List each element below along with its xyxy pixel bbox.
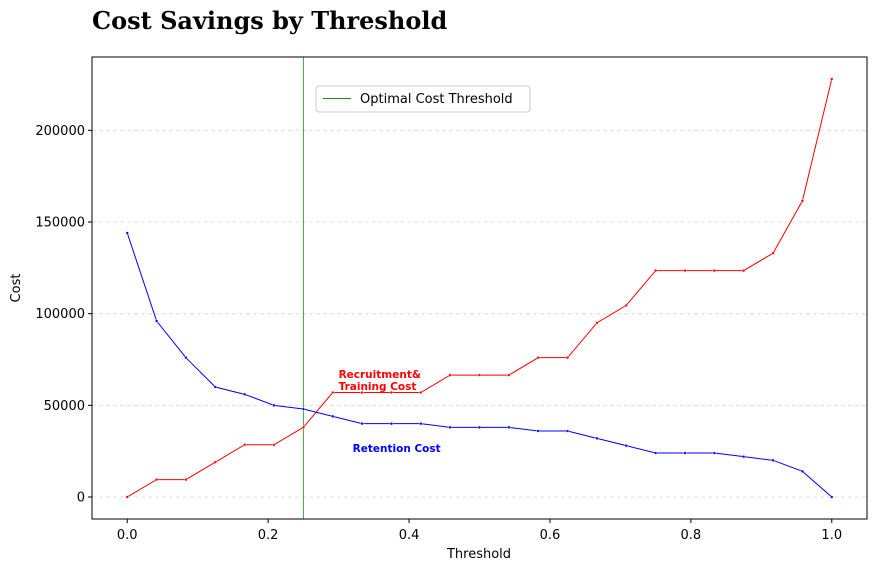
series-1-point	[477, 425, 482, 429]
series-1-point	[389, 422, 394, 426]
y-axis-ticks: 0 50000 100000 150000 200000	[35, 124, 92, 506]
line-annotations: Recruitment& Training Cost Retention Cost	[339, 369, 441, 455]
series-0-point	[771, 251, 775, 255]
series-1-point	[712, 451, 716, 455]
series-1-point	[595, 436, 599, 440]
series-0-point	[712, 268, 716, 273]
series-0-point	[125, 495, 129, 499]
series-lines	[125, 77, 834, 499]
series-0-point	[272, 443, 276, 447]
legend-label-optimal-threshold: Optimal Cost Threshold	[360, 92, 513, 107]
series-0-point	[595, 321, 599, 325]
legend: Optimal Cost Threshold	[315, 85, 531, 113]
series-0-point	[389, 390, 394, 395]
series-0-point	[301, 425, 305, 429]
series-0-point	[243, 443, 247, 447]
series-0-point	[654, 268, 658, 273]
series-1-point	[742, 455, 746, 459]
series-0-point	[360, 390, 364, 395]
x-tick-label: 0.8	[681, 528, 702, 543]
legend-box	[315, 85, 531, 113]
plot-frame	[91, 56, 868, 520]
series-1-point	[419, 422, 423, 426]
series-line-0	[126, 78, 833, 498]
series-0-point	[536, 356, 540, 360]
series-1-point	[536, 429, 540, 433]
series-line-1	[126, 232, 833, 498]
series-1-point	[624, 444, 628, 448]
annotation-line: Recruitment&	[339, 369, 421, 381]
series-0-point	[155, 477, 159, 482]
series-0-point	[624, 303, 628, 308]
series-1-point	[243, 392, 247, 396]
x-tick-label: 0.2	[258, 528, 279, 543]
x-axis-label: Threshold	[446, 547, 511, 562]
series-0-point	[507, 373, 511, 377]
series-1-point	[448, 425, 452, 429]
annotation-line: Retention Cost	[353, 443, 441, 455]
y-tick-label: 50000	[44, 399, 85, 414]
series-0-point	[331, 390, 335, 395]
annotation-line: Training Cost	[339, 381, 417, 393]
series-1-point	[360, 422, 364, 426]
series-0-point	[742, 268, 746, 273]
x-tick-label: 0.4	[399, 528, 420, 543]
series-1-point	[830, 495, 834, 499]
y-tick-label: 100000	[35, 307, 85, 322]
series-1-point	[771, 458, 775, 462]
series-0-point	[800, 199, 804, 203]
x-tick-label: 0.0	[117, 528, 138, 543]
series-1-point	[155, 319, 159, 323]
series-0-point	[213, 460, 217, 464]
series-0-point	[184, 477, 188, 482]
series-1-point	[213, 385, 217, 389]
series-0-point	[477, 373, 482, 377]
x-axis-ticks: 0.0 0.2 0.4 0.6 0.8 1.0	[117, 519, 842, 543]
series-0-point	[419, 390, 423, 395]
y-tick-label: 0	[77, 491, 85, 506]
annotation-0: Recruitment& Training Cost	[339, 369, 421, 393]
annotation-1: Retention Cost	[353, 443, 441, 455]
y-axis-label: Cost	[9, 274, 24, 303]
series-1-point	[565, 429, 570, 433]
y-tick-label: 150000	[35, 216, 85, 231]
series-0-point	[448, 373, 452, 377]
series-1-point	[125, 231, 129, 235]
x-tick-label: 0.6	[540, 528, 561, 543]
series-1-point	[683, 451, 687, 455]
series-1-point	[654, 451, 658, 455]
gridlines	[92, 129, 867, 498]
series-0-point	[830, 77, 834, 81]
x-tick-label: 1.0	[821, 528, 842, 543]
series-1-point	[272, 403, 276, 407]
y-tick-label: 200000	[35, 124, 85, 139]
series-0-point	[565, 356, 570, 360]
series-1-point	[301, 407, 305, 411]
series-1-point	[507, 425, 511, 429]
chart-title: Cost Savings by Threshold	[92, 6, 447, 35]
series-1-point	[800, 469, 804, 473]
series-1-point	[184, 356, 188, 360]
series-0-point	[683, 268, 687, 273]
series-1-point	[331, 414, 335, 418]
